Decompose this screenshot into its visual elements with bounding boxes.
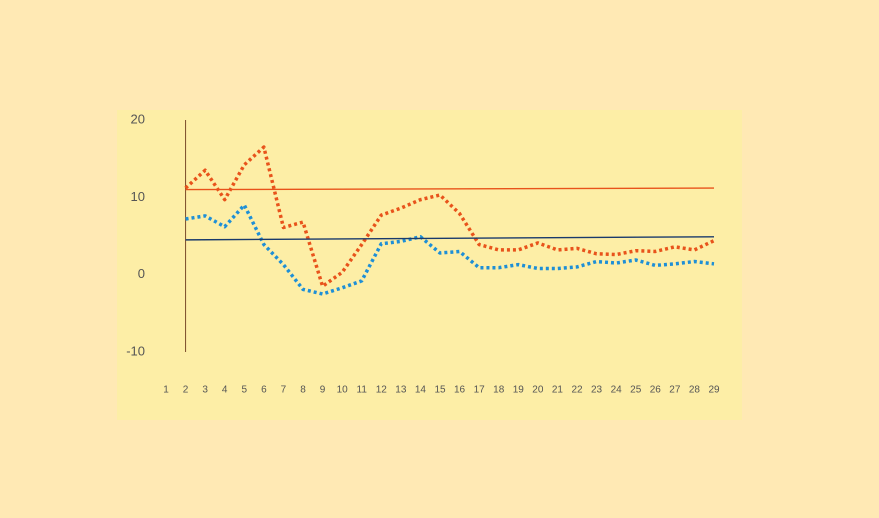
x-tick-label: 3 xyxy=(202,385,208,396)
x-tick-label: 24 xyxy=(611,385,623,396)
x-tick-label: 18 xyxy=(493,385,505,396)
x-tick-label: 19 xyxy=(513,385,525,396)
x-tick-label: 13 xyxy=(395,385,407,396)
x-tick-label: 10 xyxy=(337,385,349,396)
x-tick-label: 28 xyxy=(689,385,701,396)
x-tick-label: 21 xyxy=(552,385,564,396)
y-tick-label: -10 xyxy=(126,343,145,358)
trend-line xyxy=(185,187,715,191)
x-tick-label: 8 xyxy=(300,385,306,396)
x-tick-label: 1 xyxy=(163,385,169,396)
y-tick-label: 0 xyxy=(138,266,145,281)
x-tick-label: 11 xyxy=(357,385,368,396)
x-tick-label: 12 xyxy=(376,385,388,396)
y-tick-label: 20 xyxy=(131,111,145,126)
x-tick-label: 2 xyxy=(183,385,189,396)
x-tick-label: 15 xyxy=(434,385,446,396)
x-tick-label: 14 xyxy=(415,385,427,396)
x-tick-label: 6 xyxy=(261,385,267,396)
x-tick-label: 26 xyxy=(650,385,662,396)
x-tick-label: 4 xyxy=(222,385,228,396)
x-tick-label: 22 xyxy=(571,385,583,396)
x-tick-label: 17 xyxy=(474,385,486,396)
x-tick-label: 25 xyxy=(630,385,642,396)
x-tick-label: 7 xyxy=(281,385,287,396)
x-tick-label: 27 xyxy=(669,385,681,396)
x-tick-label: 29 xyxy=(708,385,720,396)
plot-background xyxy=(117,110,742,420)
x-tick-label: 5 xyxy=(242,385,248,396)
x-tick-label: 9 xyxy=(320,385,326,396)
x-tick-label: 16 xyxy=(454,385,466,396)
data-line xyxy=(184,145,715,289)
x-tick-label: 23 xyxy=(591,385,603,396)
y-tick-label: 10 xyxy=(131,189,145,204)
x-tick-label: 20 xyxy=(532,385,544,396)
trend-line xyxy=(185,236,715,241)
